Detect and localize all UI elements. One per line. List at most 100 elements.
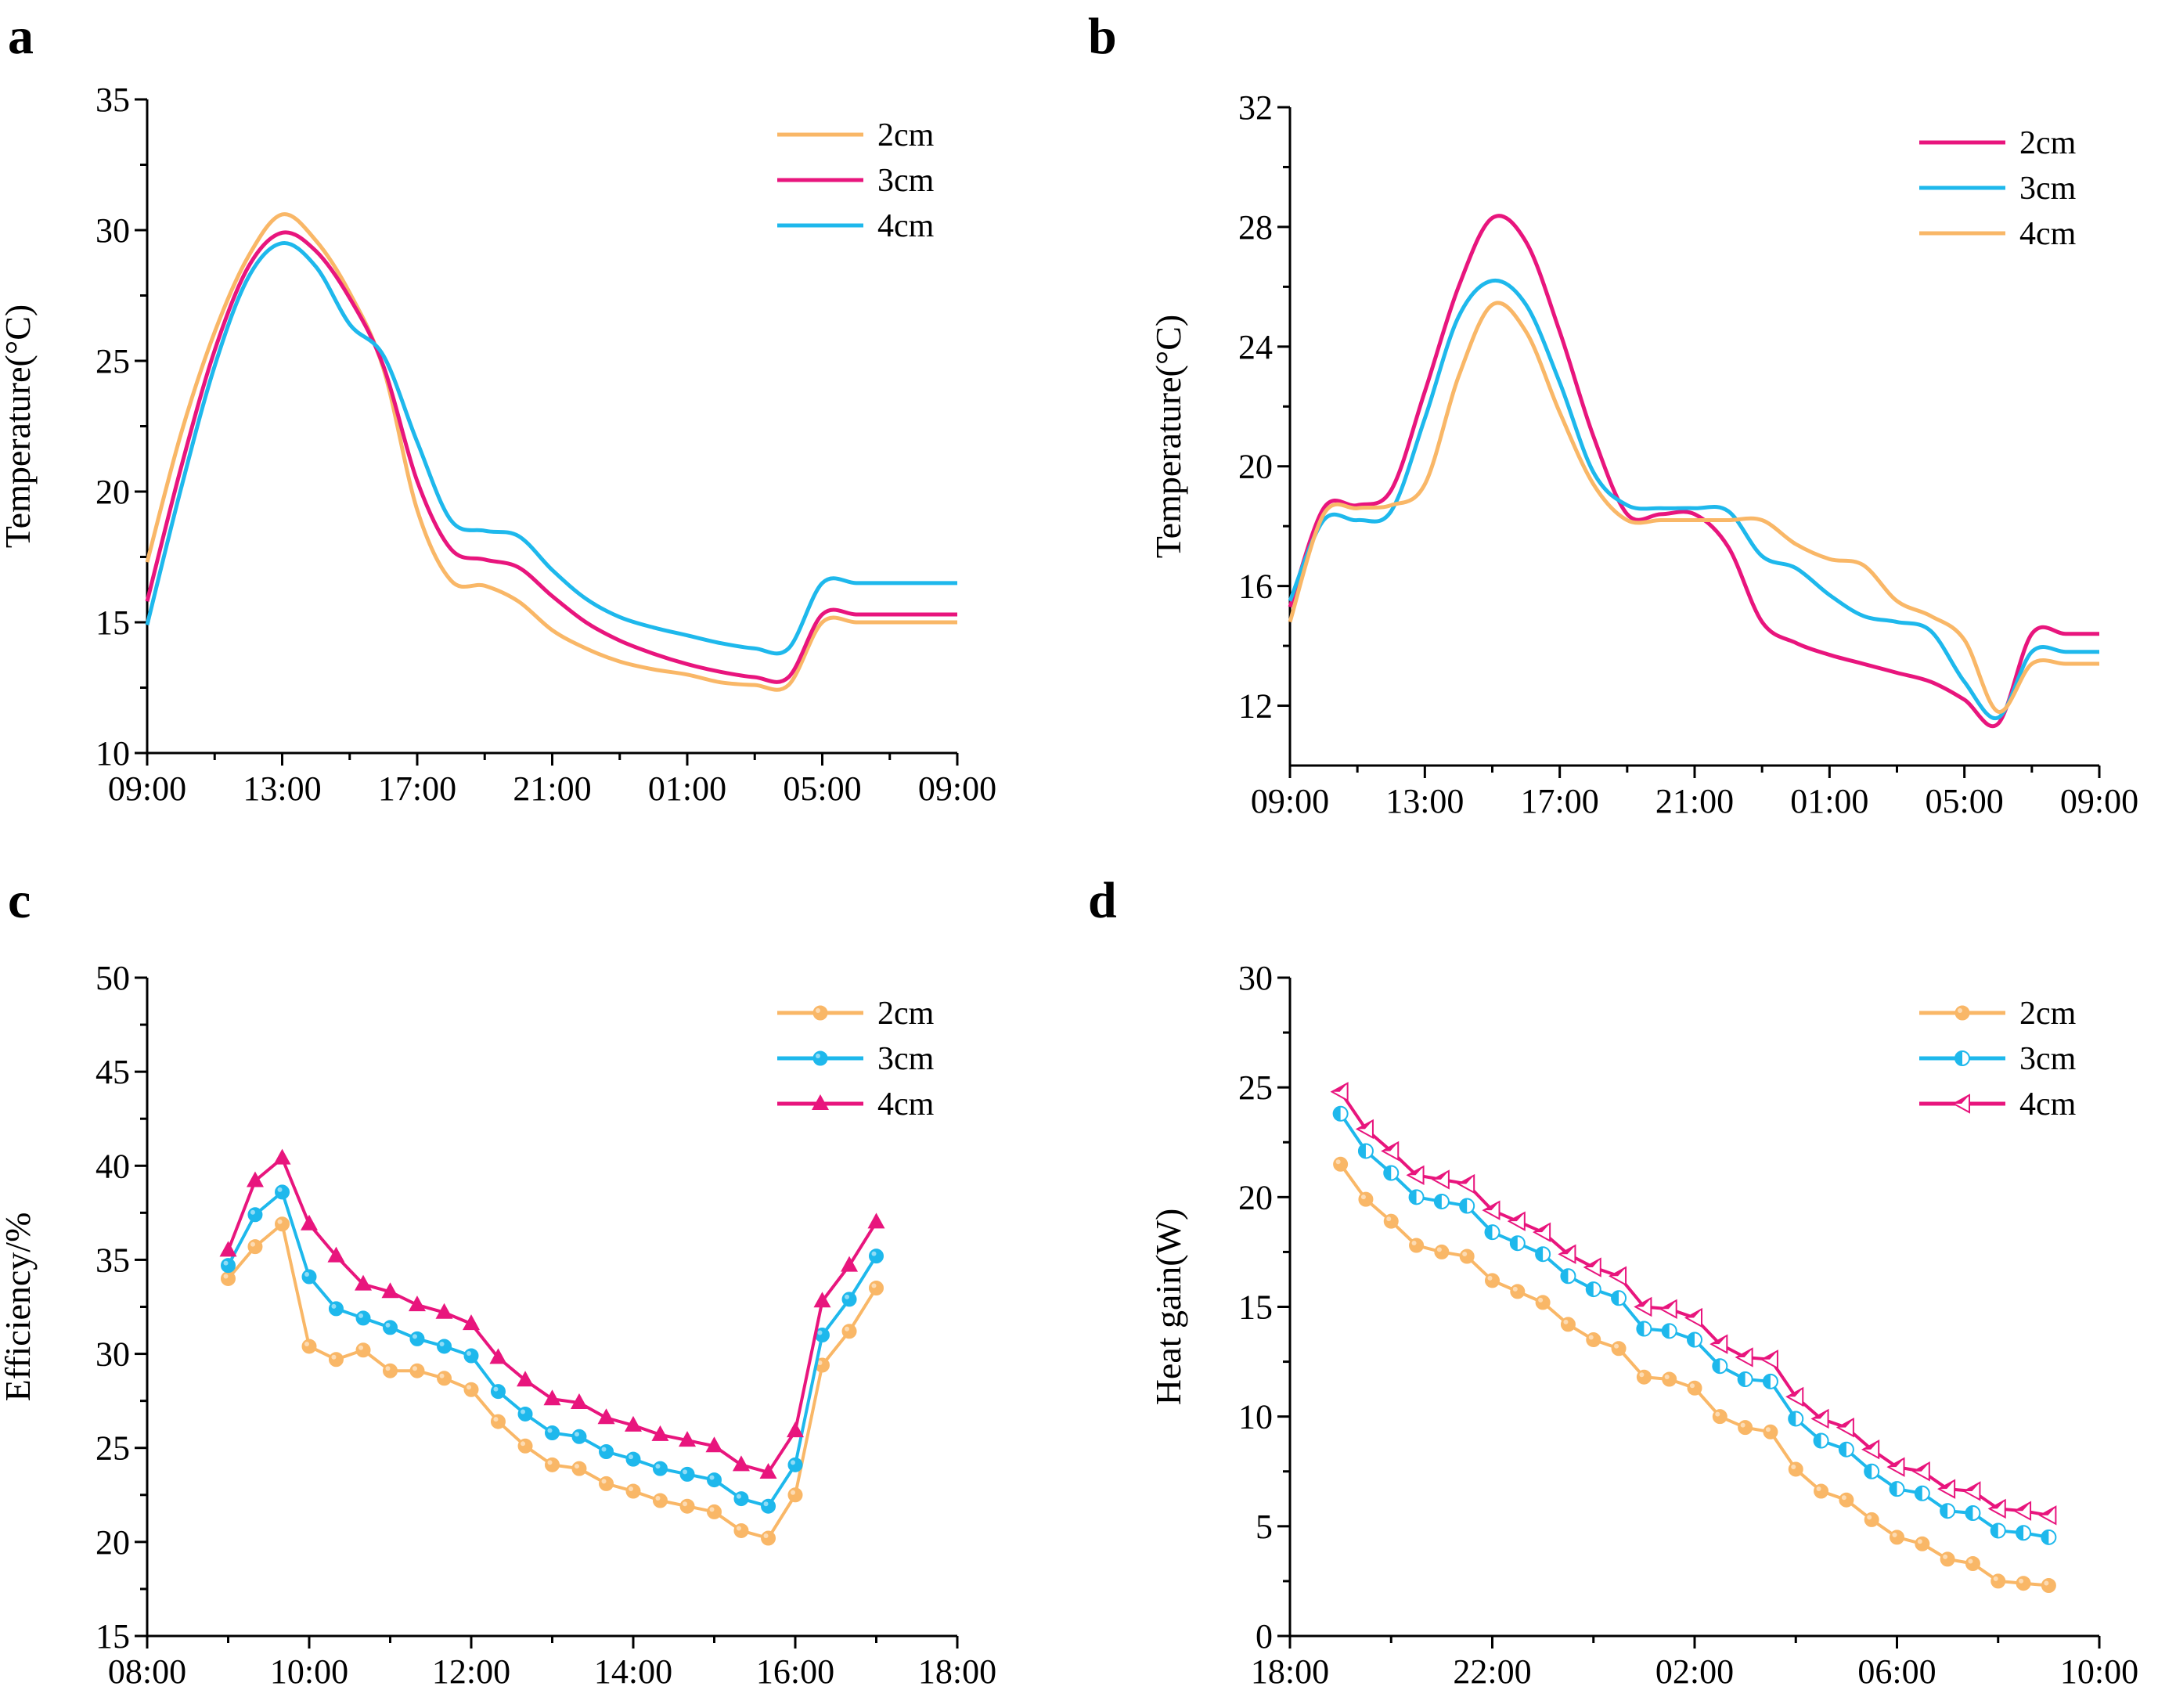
marker-highlight: [1386, 1216, 1392, 1222]
marker-2cm: [355, 1342, 371, 1358]
marker-4cm: [813, 1292, 831, 1308]
marker-fill: [1460, 1198, 1468, 1213]
y-tick-label: 20: [1238, 448, 1273, 486]
y-tick-label: 50: [95, 959, 130, 997]
marker-2cm: [707, 1504, 722, 1519]
y-tick-label: 15: [1238, 1288, 1273, 1327]
marker-fill: [1534, 1223, 1551, 1233]
marker-fill: [1432, 1170, 1449, 1180]
marker-2cm: [679, 1498, 695, 1514]
marker-fill: [1610, 1267, 1627, 1277]
marker-highlight: [817, 1330, 823, 1335]
marker-fill: [1333, 1106, 1341, 1121]
marker-highlight: [304, 1272, 309, 1277]
marker-fill: [1536, 1247, 1544, 1262]
x-tick-label: 17:00: [378, 769, 456, 808]
marker-highlight: [467, 1350, 471, 1356]
x-tick-label: 01:00: [1790, 782, 1868, 820]
legend-label-3cm: 3cm: [2019, 1041, 2077, 1077]
marker-3cm: [383, 1320, 398, 1335]
marker-highlight: [2019, 1578, 2024, 1584]
marker-4cm: [408, 1295, 426, 1312]
marker-fill: [1787, 1388, 1803, 1397]
marker-3cm: [733, 1491, 749, 1507]
marker-fill: [1662, 1324, 1670, 1339]
marker-highlight: [1664, 1375, 1670, 1380]
marker-fill: [1584, 1259, 1601, 1268]
marker-highlight: [493, 1417, 499, 1422]
marker-fill: [1356, 1120, 1373, 1130]
legend-label-3cm: 3cm: [2019, 171, 2077, 207]
marker-highlight: [655, 1464, 661, 1469]
y-tick-label: 40: [95, 1147, 130, 1185]
y-tick-label: 28: [1238, 208, 1273, 247]
marker-fill: [1686, 1309, 1702, 1318]
marker-highlight: [385, 1322, 391, 1328]
marker-highlight: [223, 1260, 229, 1266]
y-tick-label: 10: [1238, 1398, 1273, 1436]
panel-b: b 12 16 20 24 28 32 09:00 13:00 17:00 21:00 01:00 05…: [1088, 8, 2138, 820]
panel-d: d 0 5 10 15 20 25 30 18:00 22:00 02:00 06:00 10:00 He…: [1088, 872, 2138, 1691]
y-tick-label: 30: [1238, 959, 1273, 997]
marker-fill: [1434, 1194, 1442, 1209]
marker-fill: [1864, 1464, 1872, 1479]
marker-fill: [1586, 1282, 1594, 1297]
marker-fill: [2016, 1526, 2024, 1540]
legend-label-2cm: 2cm: [2019, 996, 2077, 1032]
marker-3cm: [221, 1258, 236, 1274]
marker-4cm: [463, 1314, 480, 1331]
marker-2cm: [1990, 1573, 2006, 1589]
series-3cm: [1332, 1105, 2057, 1545]
marker-fill: [1837, 1418, 1854, 1428]
series-4cm: [219, 1148, 885, 1479]
series-4cm: [145, 241, 957, 656]
marker-4cm: [787, 1422, 804, 1438]
marker-3cm: [869, 1249, 884, 1264]
marker-4cm: [867, 1213, 885, 1229]
marker-2cm: [1890, 1530, 1904, 1545]
marker-4cm: [246, 1171, 264, 1187]
marker-highlight: [1993, 1576, 1998, 1581]
marker-highlight: [358, 1345, 364, 1350]
marker-2cm: [1839, 1492, 1854, 1508]
marker-4cm: [651, 1425, 669, 1441]
marker-3cm: [490, 1384, 506, 1400]
marker-4cm: [543, 1389, 561, 1406]
marker-fill: [1812, 1410, 1828, 1419]
marker-highlight: [1436, 1247, 1442, 1252]
marker-highlight: [1639, 1372, 1645, 1378]
legend-label-4cm: 4cm: [2019, 216, 2077, 252]
marker-3cm: [787, 1457, 803, 1472]
series-line-4cm: [1338, 1090, 2049, 1517]
marker-4cm: [705, 1436, 723, 1453]
marker-highlight: [1335, 1159, 1341, 1165]
marker-fill: [1407, 1166, 1424, 1176]
marker-2cm: [1459, 1249, 1475, 1264]
legend-label-4cm: 4cm: [877, 208, 935, 244]
marker-2cm: [652, 1493, 668, 1508]
marker-2cm: [1965, 1555, 1980, 1571]
marker-fill: [2041, 1530, 2049, 1544]
marker-2cm: [869, 1280, 884, 1295]
marker-highlight: [1740, 1422, 1745, 1428]
marker-fill: [1382, 1142, 1399, 1151]
marker-highlight: [547, 1428, 553, 1433]
marker-3cm: [812, 1050, 828, 1066]
marker-highlight: [683, 1469, 688, 1475]
legend-label-3cm: 3cm: [877, 1041, 935, 1077]
series-line-3cm: [1288, 278, 2099, 721]
marker-2cm: [1864, 1512, 1879, 1527]
marker-4cm: [273, 1148, 291, 1165]
marker-3cm: [437, 1339, 452, 1354]
marker-4cm: [679, 1431, 697, 1447]
marker-2cm: [1358, 1191, 1374, 1207]
marker-4cm: [625, 1415, 642, 1432]
y-tick-label: 15: [95, 604, 130, 642]
marker-2cm: [1586, 1332, 1601, 1348]
marker-fill: [1839, 1442, 1846, 1457]
marker-2cm: [1712, 1409, 1727, 1425]
marker-highlight: [736, 1526, 741, 1531]
marker-fill: [1559, 1245, 1576, 1255]
marker-fill: [1965, 1506, 1973, 1521]
